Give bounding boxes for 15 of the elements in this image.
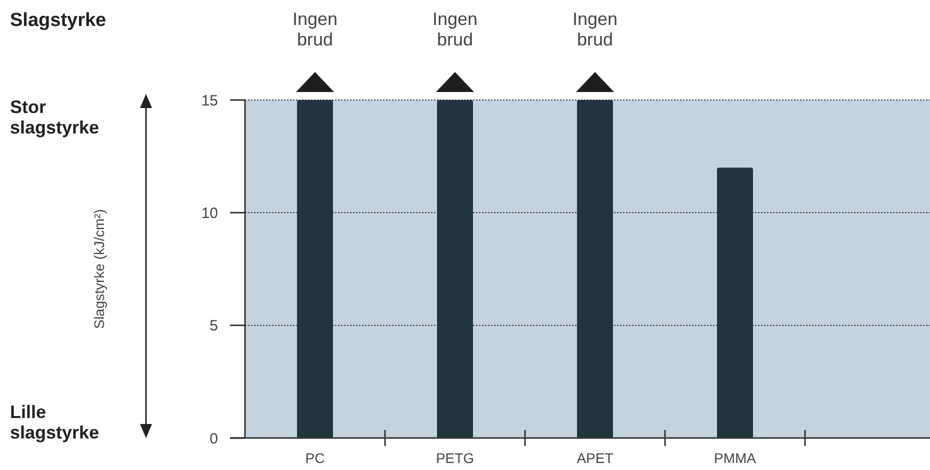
annotation: Ingen brud bbox=[432, 9, 478, 50]
annotation: Ingen brud bbox=[292, 9, 338, 50]
x-tick-label: PETG bbox=[436, 450, 474, 466]
text: Slagstyrke bbox=[10, 10, 106, 31]
y-tick-label: 10 bbox=[201, 204, 218, 222]
x-tick-label: APET bbox=[576, 450, 614, 466]
text: Stor slagstyrke bbox=[10, 97, 100, 138]
text: Lille slagstyrke bbox=[10, 402, 100, 443]
annotation: Ingen brud bbox=[572, 9, 618, 50]
text: Slagstyrke (kJ/cm²) bbox=[91, 209, 107, 329]
x-tick-label: PC bbox=[305, 450, 325, 466]
y-tick-label: 15 bbox=[201, 92, 218, 110]
x-tick-label: PMMA bbox=[714, 450, 757, 466]
y-tick-label: 0 bbox=[210, 430, 218, 448]
y-tick-label: 5 bbox=[210, 318, 218, 335]
